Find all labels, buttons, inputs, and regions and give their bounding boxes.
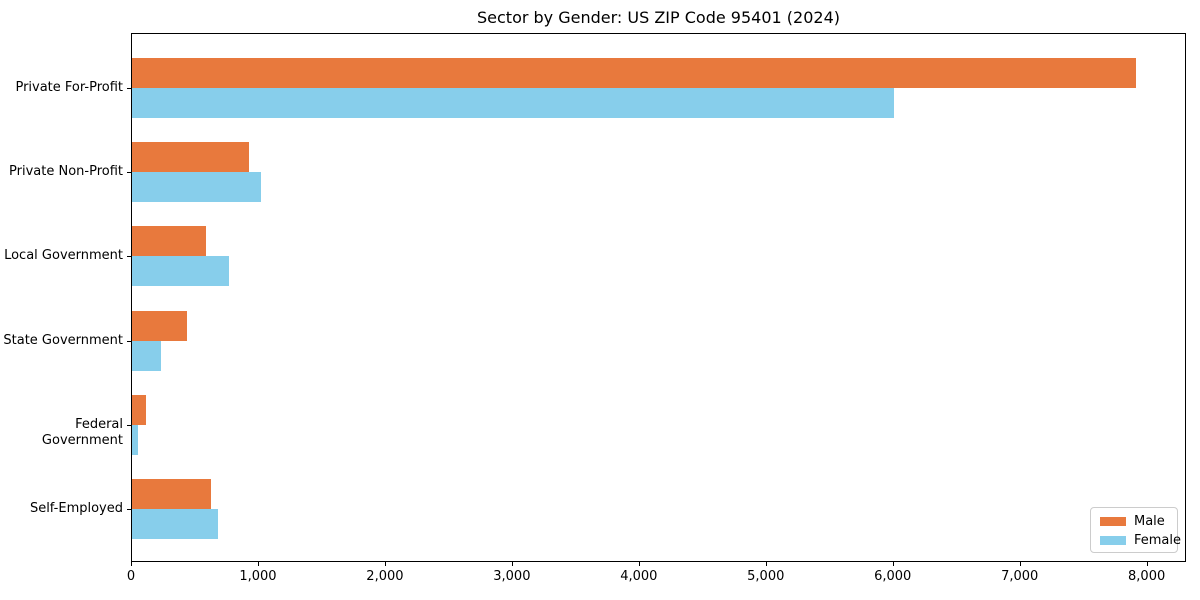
bar-male [132,479,211,509]
plot-area [131,33,1186,562]
bar-male [132,226,206,257]
y-tick [127,509,131,510]
bar-male [132,310,188,341]
legend-swatch [1100,517,1126,526]
y-tick [127,172,131,174]
bar-male [132,394,146,425]
y-axis-label: Federal Government [41,416,123,448]
x-tick [131,562,132,566]
x-tick-label: 0 [126,569,136,584]
y-tick [127,88,131,89]
y-tick [127,256,131,258]
bar-male [132,142,249,173]
x-tick [765,562,767,566]
x-tick [892,562,894,566]
x-tick [638,562,640,566]
legend-label: Male [1134,513,1165,529]
bar-female [132,424,139,455]
x-tick-label: 1,000 [239,569,277,584]
x-tick [1146,562,1148,566]
x-tick-label: 6,000 [874,569,912,584]
y-axis-label: Private Non-Profit [9,164,123,180]
x-tick [384,562,386,566]
legend-item: Female [1100,531,1181,550]
bar-male [132,58,1137,88]
y-tick [127,424,131,426]
y-axis-label: Self-Employed [29,501,123,516]
y-axis-label: Local Government [4,248,123,264]
bar-female [132,340,162,371]
legend-item: Male [1100,512,1177,531]
y-axis-label: Private For-Profit [15,80,123,95]
bar-female [132,256,230,287]
x-tick-label: 2,000 [366,569,404,584]
x-tick [1019,562,1021,566]
x-tick-label: 7,000 [1001,569,1039,584]
legend-swatch [1100,536,1126,545]
bar-female [132,172,262,203]
x-tick-label: 5,000 [747,569,785,584]
bar-female [132,509,219,539]
legend-label: Female [1134,532,1182,548]
x-tick [257,562,259,566]
x-tick [511,562,513,566]
bar-female [132,88,894,118]
chart-title: Sector by Gender: US ZIP Code 95401 (202… [477,8,840,27]
x-tick-label: 4,000 [620,569,658,584]
legend: Male Female [1090,507,1181,553]
x-tick-label: 3,000 [493,569,531,584]
x-tick-label: 8,000 [1128,569,1166,584]
y-axis-label: State Government [3,332,123,348]
y-tick [127,340,131,342]
